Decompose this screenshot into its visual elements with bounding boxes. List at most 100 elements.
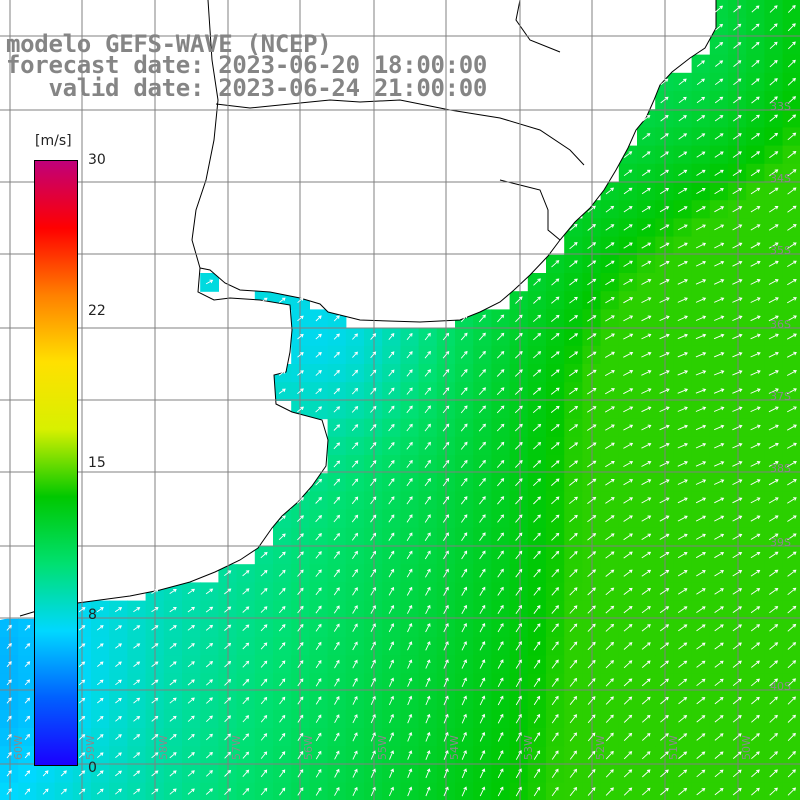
wind-arrow	[787, 714, 797, 723]
wind-arrow	[96, 643, 104, 649]
wind-arrow	[769, 59, 778, 68]
wind-arrow	[352, 351, 358, 358]
wind-arrow	[751, 60, 760, 68]
wind-arrow	[496, 332, 505, 341]
wind-arrow	[787, 660, 797, 669]
wind-arrow	[605, 297, 615, 304]
wind-arrow	[587, 278, 597, 286]
wind-arrow	[424, 350, 431, 359]
wind-arrow	[278, 515, 286, 522]
wind-arrow	[315, 351, 322, 358]
wind-arrow	[714, 715, 724, 723]
wind-arrow	[407, 768, 413, 778]
wind-arrow	[169, 788, 177, 795]
wind-arrow	[587, 587, 596, 596]
wind-arrow	[714, 696, 724, 705]
wind-arrow	[587, 260, 597, 268]
wind-arrow	[750, 206, 761, 213]
wind-arrow	[514, 387, 523, 395]
wind-arrow	[714, 769, 724, 778]
wind-arrow	[551, 605, 559, 614]
wind-arrow	[605, 678, 614, 687]
wind-arrow	[642, 151, 651, 158]
wind-arrow	[224, 769, 232, 777]
wind-arrow	[515, 786, 522, 797]
wind-arrow	[605, 424, 615, 431]
wind-arrow	[406, 369, 413, 377]
wind-arrow	[443, 550, 449, 560]
wind-arrow	[605, 769, 614, 778]
wind-arrow	[750, 497, 761, 504]
wind-arrow	[696, 206, 706, 213]
wind-arrow	[260, 751, 268, 759]
wind-arrow	[352, 786, 358, 796]
wind-arrow	[750, 224, 761, 231]
wind-arrow	[389, 732, 395, 742]
wind-arrow	[605, 714, 614, 723]
wind-arrow	[97, 679, 104, 686]
wind-arrow	[732, 206, 743, 213]
wind-arrow	[533, 695, 541, 706]
wind-arrow	[224, 751, 231, 759]
wind-arrow	[623, 187, 633, 195]
wind-arrow	[478, 441, 486, 450]
wind-arrow	[695, 333, 707, 340]
wind-arrow	[497, 496, 505, 505]
wind-arrow	[659, 497, 670, 504]
wind-arrow	[769, 769, 778, 778]
wind-arrow	[460, 496, 468, 505]
wind-arrow	[496, 459, 505, 468]
wind-arrow	[732, 715, 742, 723]
wind-arrow	[533, 496, 542, 505]
wind-arrow	[461, 731, 467, 742]
wind-arrow	[425, 586, 431, 596]
wind-arrow	[695, 533, 706, 540]
wind-arrow	[768, 497, 779, 504]
wind-arrow	[787, 787, 797, 796]
wind-arrow	[406, 387, 413, 395]
wind-arrow	[587, 641, 596, 651]
wind-arrow	[406, 532, 413, 541]
wind-arrow	[478, 314, 486, 323]
wind-arrow	[569, 551, 578, 559]
wind-arrow	[78, 734, 86, 740]
wind-arrow	[587, 223, 596, 231]
wind-arrow	[750, 533, 761, 540]
wind-arrow	[406, 586, 413, 596]
wind-arrow	[279, 714, 286, 723]
wind-arrow	[388, 423, 395, 432]
wind-arrow	[641, 497, 652, 504]
wind-arrow	[388, 568, 395, 578]
wind-arrow	[315, 514, 322, 523]
wind-arrow	[732, 733, 742, 741]
wind-arrow	[623, 660, 633, 669]
wind-arrow	[641, 406, 652, 413]
wind-arrow	[569, 532, 578, 541]
wind-arrow	[187, 715, 195, 722]
wind-arrow	[732, 187, 743, 195]
wind-arrow	[677, 260, 688, 267]
wind-arrow	[461, 677, 467, 687]
wind-arrow	[515, 532, 523, 541]
wind-arrow	[461, 550, 468, 560]
wind-arrow	[479, 768, 486, 779]
wind-arrow	[605, 750, 614, 760]
wind-arrow	[478, 369, 486, 377]
wind-arrow	[768, 442, 779, 449]
wind-arrow	[678, 96, 687, 104]
wind-arrow	[133, 607, 141, 613]
wind-arrow	[751, 78, 760, 86]
wind-arrow	[659, 279, 670, 285]
wind-arrow	[115, 788, 122, 795]
wind-arrow	[659, 206, 670, 213]
wind-arrow	[604, 406, 615, 413]
wind-arrow	[96, 607, 104, 613]
wind-arrow	[6, 770, 12, 777]
wind-arrow	[641, 606, 651, 614]
wind-arrow	[515, 659, 522, 669]
wind-arrow	[370, 732, 376, 742]
wind-arrow	[297, 333, 304, 340]
longitude-label: 54W	[448, 735, 461, 760]
wind-arrow	[751, 660, 760, 668]
